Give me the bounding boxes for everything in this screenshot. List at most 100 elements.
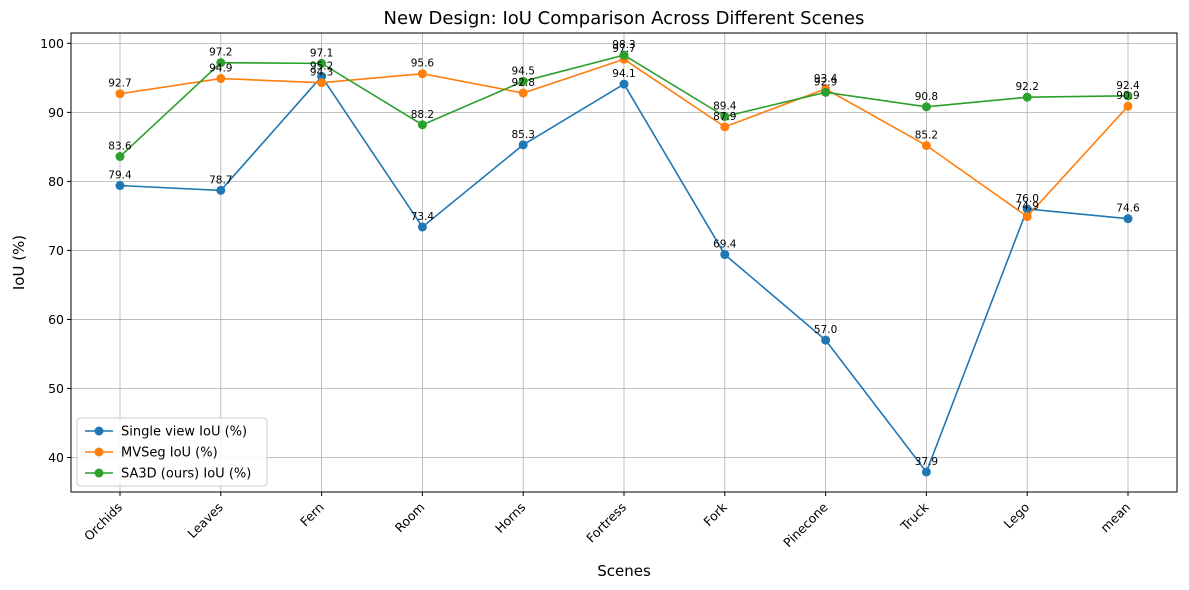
data-point-sa3d-ours-iou-fortress	[619, 50, 629, 60]
data-label-single-view-iou-lego: 76.0	[1016, 193, 1039, 205]
data-label-mvseg-iou-leaves: 94.9	[209, 63, 232, 75]
legend-label: SA3D (ours) IoU (%)	[121, 467, 251, 482]
data-label-mvseg-iou-lego: 74.9	[1016, 201, 1039, 213]
x-axis-label: Scenes	[597, 562, 651, 580]
data-label-mvseg-iou-truck: 85.2	[915, 130, 938, 142]
data-label-sa3d-ours-iou-leaves: 97.2	[209, 47, 232, 59]
data-point-single-view-iou-fern	[317, 71, 327, 81]
legend-box	[76, 417, 268, 487]
data-point-sa3d-ours-iou-leaves	[216, 58, 226, 68]
x-tick-label-leaves: Leaves	[184, 500, 226, 542]
x-tick-label-fortress: Fortress	[583, 500, 629, 546]
data-label-single-view-iou-pinecone: 57.0	[814, 324, 837, 336]
x-tick-label-horns: Horns	[492, 500, 528, 536]
data-label-mvseg-iou-fork: 87.9	[713, 111, 736, 123]
data-point-single-view-iou-leaves	[216, 185, 226, 195]
data-point-mvseg-iou-orchids	[115, 89, 125, 99]
data-point-sa3d-ours-iou-room	[417, 120, 427, 130]
data-label-mvseg-iou-fortress: 97.7	[612, 43, 635, 55]
data-label-sa3d-ours-iou-fern: 97.1	[310, 47, 333, 59]
data-label-single-view-iou-fork: 69.4	[713, 239, 737, 251]
data-label-sa3d-ours-iou-pinecone: 92.9	[814, 76, 837, 88]
y-tick-label-40: 40	[48, 450, 64, 465]
data-label-sa3d-ours-iou-lego: 92.2	[1016, 81, 1039, 93]
y-tick-label-50: 50	[48, 381, 64, 396]
data-label-mvseg-iou-pinecone: 93.4	[814, 73, 838, 85]
data-label-single-view-iou-orchids: 79.4	[108, 170, 132, 182]
data-label-single-view-iou-truck: 37.9	[915, 456, 938, 468]
x-tick-label-truck: Truck	[897, 499, 932, 534]
data-point-mvseg-iou-fern	[317, 78, 327, 88]
data-label-single-view-iou-fern: 95.2	[310, 60, 333, 72]
data-label-mvseg-iou-fern: 94.3	[310, 67, 333, 79]
data-point-sa3d-ours-iou-fork	[720, 112, 730, 122]
data-label-sa3d-ours-iou-orchids: 83.6	[108, 141, 132, 153]
data-point-single-view-iou-truck	[921, 467, 931, 477]
y-tick-label-60: 60	[48, 312, 64, 327]
legend-item-single-view-iou: Single view IoU (%)	[85, 425, 247, 440]
x-tick-label-fern: Fern	[297, 500, 327, 530]
data-label-mvseg-iou-room: 95.6	[411, 58, 435, 70]
data-point-single-view-iou-room	[417, 222, 427, 232]
data-point-sa3d-ours-iou-fern	[317, 58, 327, 68]
legend-marker	[94, 426, 104, 436]
series-single-view-iou	[115, 71, 1133, 477]
data-label-sa3d-ours-iou-horns: 94.5	[512, 65, 535, 77]
data-point-sa3d-ours-iou-horns	[518, 76, 528, 86]
data-label-single-view-iou-leaves: 78.7	[209, 174, 232, 186]
data-point-sa3d-ours-iou-orchids	[115, 152, 125, 162]
data-label-mvseg-iou-horns: 92.8	[512, 77, 535, 89]
data-point-single-view-iou-fortress	[619, 79, 629, 89]
y-tick-label-100: 100	[40, 36, 64, 51]
data-point-single-view-iou-fork	[720, 250, 730, 260]
data-label-sa3d-ours-iou-fork: 89.4	[713, 101, 737, 113]
y-tick-label-70: 70	[48, 243, 64, 258]
data-point-mvseg-iou-lego	[1022, 212, 1032, 222]
y-tick-label-80: 80	[48, 174, 64, 189]
legend-item-sa3d-ours-iou: SA3D (ours) IoU (%)	[85, 467, 251, 482]
legend-label: Single view IoU (%)	[121, 425, 247, 440]
data-point-mvseg-iou-mean	[1123, 101, 1133, 111]
data-point-single-view-iou-orchids	[115, 181, 125, 191]
x-tick-label-mean: mean	[1097, 500, 1133, 536]
data-point-sa3d-ours-iou-lego	[1022, 92, 1032, 102]
series-sa3d-ours-iou	[115, 50, 1133, 162]
series-layer	[115, 50, 1133, 477]
data-point-single-view-iou-lego	[1022, 204, 1032, 214]
data-label-sa3d-ours-iou-truck: 90.8	[915, 91, 938, 103]
data-point-mvseg-iou-leaves	[216, 74, 226, 84]
data-point-mvseg-iou-room	[417, 69, 427, 79]
data-label-single-view-iou-horns: 85.3	[512, 129, 535, 141]
data-label-mvseg-iou-mean: 90.9	[1116, 90, 1139, 102]
data-point-mvseg-iou-truck	[921, 141, 931, 151]
data-point-single-view-iou-horns	[518, 140, 528, 150]
y-axis-label: IoU (%)	[10, 235, 28, 290]
data-point-sa3d-ours-iou-mean	[1123, 91, 1133, 101]
data-point-single-view-iou-mean	[1123, 214, 1133, 224]
data-point-mvseg-iou-fork	[720, 122, 730, 132]
legend-marker	[94, 447, 104, 457]
data-label-sa3d-ours-iou-mean: 92.4	[1116, 80, 1140, 92]
x-tick-label-orchids: Orchids	[81, 500, 125, 544]
data-point-mvseg-iou-horns	[518, 88, 528, 98]
data-point-single-view-iou-pinecone	[821, 335, 831, 345]
data-label-single-view-iou-mean: 74.6	[1116, 203, 1140, 215]
x-tick-label-room: Room	[392, 500, 428, 536]
y-tick-label-90: 90	[48, 105, 64, 120]
x-tick-label-lego: Lego	[1000, 500, 1032, 532]
data-label-sa3d-ours-iou-fortress: 98.3	[612, 39, 635, 51]
legend-marker	[94, 468, 104, 478]
data-point-sa3d-ours-iou-truck	[921, 102, 931, 112]
data-labels: 79.4 78.7 95.2 73.4 85.3 94.1 69.4 57.0 37.9 76.0…	[108, 39, 1140, 468]
legend-item-mvseg-iou: MVSeg IoU (%)	[85, 446, 218, 461]
legend-label: MVSeg IoU (%)	[121, 446, 218, 461]
data-label-mvseg-iou-orchids: 92.7	[108, 78, 131, 90]
data-label-single-view-iou-room: 73.4	[411, 211, 435, 223]
x-tick-label-pinecone: Pinecone	[780, 499, 831, 550]
data-point-sa3d-ours-iou-pinecone	[821, 87, 831, 97]
data-label-sa3d-ours-iou-room: 88.2	[411, 109, 434, 121]
data-label-single-view-iou-fortress: 94.1	[612, 68, 635, 80]
x-tick-label-fork: Fork	[700, 499, 730, 529]
legend: Single view IoU (%) MVSeg IoU (%) SA3D (ou…	[76, 417, 268, 487]
